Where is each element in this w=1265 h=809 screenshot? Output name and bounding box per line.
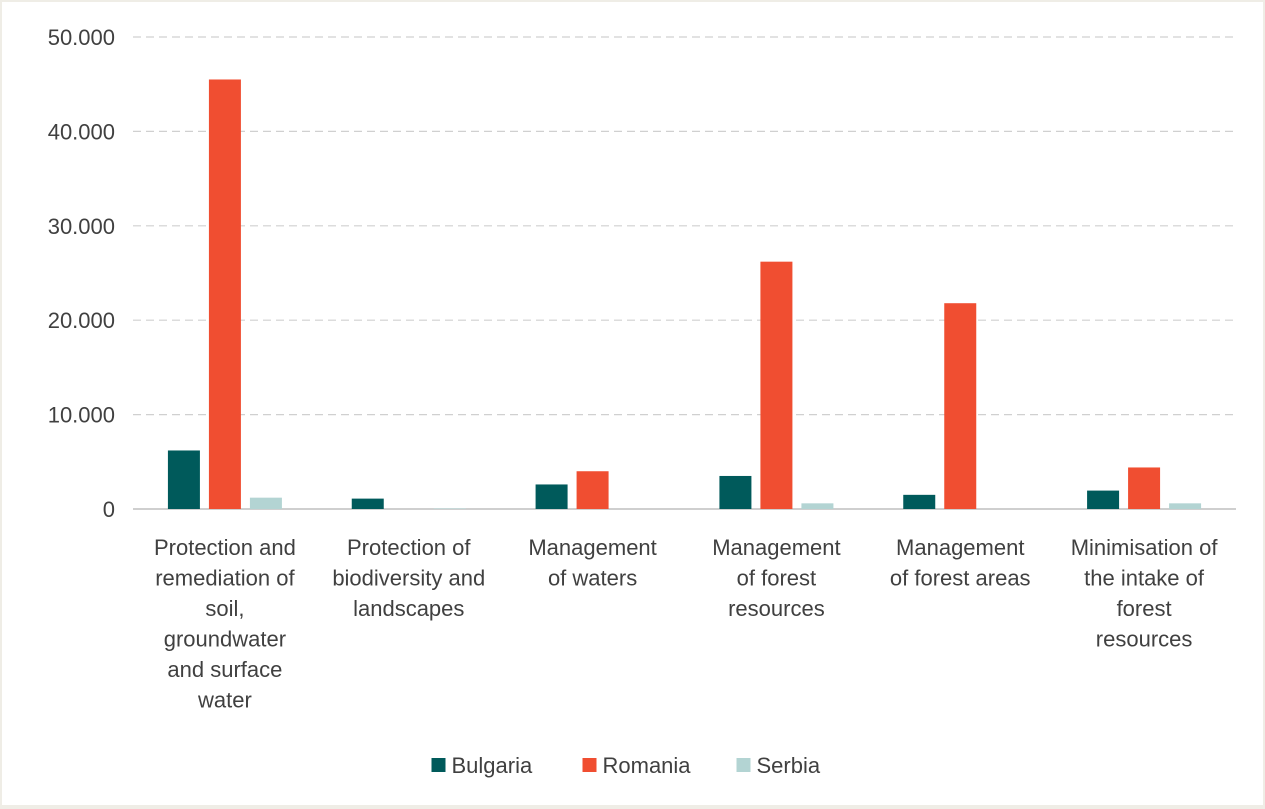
- x-category-label: Management of waters: [528, 535, 656, 591]
- bar-romania: [1128, 467, 1161, 509]
- legend-label-bulgaria: Bulgaria: [452, 753, 533, 778]
- bar-bulgaria: [1087, 490, 1120, 509]
- bar-bulgaria: [535, 484, 568, 509]
- x-category-label: Management of forest areas: [890, 535, 1031, 591]
- x-category-label: Protection and remediation of soil, groundw…: [154, 535, 296, 713]
- bar-romania: [760, 261, 793, 509]
- bar-serbia: [801, 503, 834, 509]
- legend-label-romania: Romania: [603, 753, 692, 778]
- legend-label-serbia: Serbia: [757, 753, 821, 778]
- legend-swatch-bulgaria: [431, 758, 446, 772]
- y-tick-label: 10.000: [48, 403, 115, 428]
- y-tick-label: 0: [103, 497, 115, 522]
- legend-swatch-serbia: [736, 758, 751, 772]
- bar-bulgaria: [719, 475, 752, 509]
- x-category-label: Protection of biodiversity and landscapes: [332, 535, 485, 621]
- x-category-label: Minimisation of the intake of forest resour…: [1071, 535, 1219, 652]
- y-tick-label: 50.000: [48, 25, 115, 50]
- bar-serbia: [249, 497, 282, 509]
- bar-bulgaria: [903, 494, 936, 509]
- bar-romania: [944, 303, 977, 509]
- x-category-label: Management of forest resources: [712, 535, 840, 621]
- y-tick-label: 30.000: [48, 214, 115, 239]
- legend-swatch-romania: [582, 758, 597, 772]
- bar-romania: [208, 79, 241, 509]
- bar-bulgaria: [351, 498, 384, 509]
- bar-romania: [576, 471, 609, 509]
- legend: Bulgaria Romania Serbia: [431, 753, 821, 778]
- y-tick-label: 20.000: [48, 308, 115, 333]
- bar-serbia: [1169, 503, 1202, 509]
- bar-serbia: [433, 508, 466, 509]
- bar-bulgaria: [167, 450, 200, 509]
- y-tick-label: 40.000: [48, 119, 115, 144]
